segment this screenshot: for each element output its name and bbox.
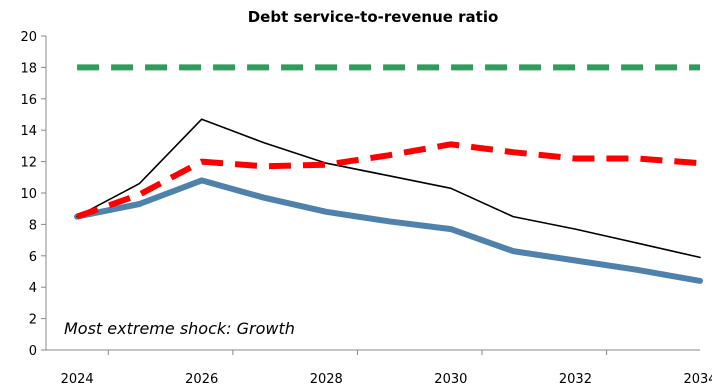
y-tick-label: 14 bbox=[20, 124, 37, 139]
y-tick-label: 10 bbox=[20, 187, 37, 202]
y-tick-label: 4 bbox=[29, 281, 37, 296]
series-line-2 bbox=[76, 118, 701, 259]
x-tick-label: 2030 bbox=[434, 372, 467, 387]
axes: 0 2 4 6 8 10 12 14 16 18 20 2024 2026 2028 2030 2032 203… bbox=[20, 30, 712, 387]
x-tick-label: 2034 bbox=[683, 372, 712, 387]
y-tick-label: 18 bbox=[20, 61, 37, 76]
x-tick-label: 2024 bbox=[61, 372, 94, 387]
series-line-1 bbox=[74, 177, 703, 284]
x-tick-label: 2026 bbox=[185, 372, 218, 387]
y-tick-label: 8 bbox=[29, 218, 37, 233]
series-line-3 bbox=[76, 141, 701, 220]
x-tick-label: 2032 bbox=[559, 372, 592, 387]
chart-title: Debt service-to-revenue ratio bbox=[248, 8, 499, 26]
series-layer bbox=[74, 64, 703, 284]
y-tick-label: 16 bbox=[20, 93, 37, 108]
y-tick-label: 6 bbox=[29, 250, 37, 265]
y-tick-label: 2 bbox=[29, 313, 37, 328]
y-tick-label: 20 bbox=[20, 30, 37, 45]
x-tick-label: 2028 bbox=[310, 372, 343, 387]
chart-annotation: Most extreme shock: Growth bbox=[64, 319, 295, 338]
y-tick-label: 0 bbox=[29, 344, 37, 359]
y-tick-label: 12 bbox=[20, 156, 37, 171]
